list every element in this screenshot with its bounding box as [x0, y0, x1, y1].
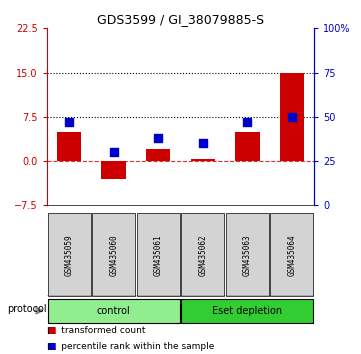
Bar	[57, 132, 82, 161]
Bar	[146, 149, 170, 161]
Bar	[279, 73, 304, 161]
Point	[155, 135, 161, 141]
Text: GSM435059: GSM435059	[65, 234, 74, 276]
Text: ■: ■	[47, 326, 56, 336]
Text: Eset depletion: Eset depletion	[212, 306, 282, 316]
Bar	[235, 132, 260, 161]
Point	[66, 119, 72, 125]
Text: control: control	[97, 306, 131, 316]
Text: ■: ■	[47, 342, 56, 352]
Bar	[181, 299, 313, 322]
Bar	[92, 213, 135, 296]
Bar	[226, 213, 269, 296]
Text: GSM435064: GSM435064	[287, 234, 296, 276]
Bar	[137, 213, 180, 296]
Text: GSM435061: GSM435061	[154, 234, 163, 276]
Title: GDS3599 / GI_38079885-S: GDS3599 / GI_38079885-S	[97, 13, 264, 26]
Bar	[48, 299, 180, 322]
Text: ■  transformed count: ■ transformed count	[47, 326, 145, 336]
Text: protocol: protocol	[7, 304, 47, 314]
Text: GSM435063: GSM435063	[243, 234, 252, 276]
Bar	[181, 213, 224, 296]
Point	[289, 114, 295, 120]
Point	[244, 119, 250, 125]
Bar	[270, 213, 313, 296]
Text: ■  percentile rank within the sample: ■ percentile rank within the sample	[47, 342, 214, 352]
Point	[200, 141, 206, 146]
Text: GSM435062: GSM435062	[198, 234, 207, 276]
Point	[111, 149, 117, 155]
Text: GSM435060: GSM435060	[109, 234, 118, 276]
Bar	[48, 213, 91, 296]
Bar	[101, 161, 126, 179]
Bar	[191, 159, 215, 161]
